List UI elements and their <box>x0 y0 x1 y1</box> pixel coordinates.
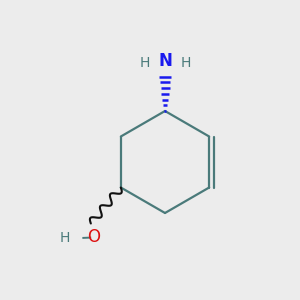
Text: N: N <box>158 52 172 70</box>
Text: H: H <box>59 232 70 245</box>
Text: O: O <box>87 228 100 246</box>
Text: H: H <box>180 56 190 70</box>
Text: H: H <box>140 56 150 70</box>
